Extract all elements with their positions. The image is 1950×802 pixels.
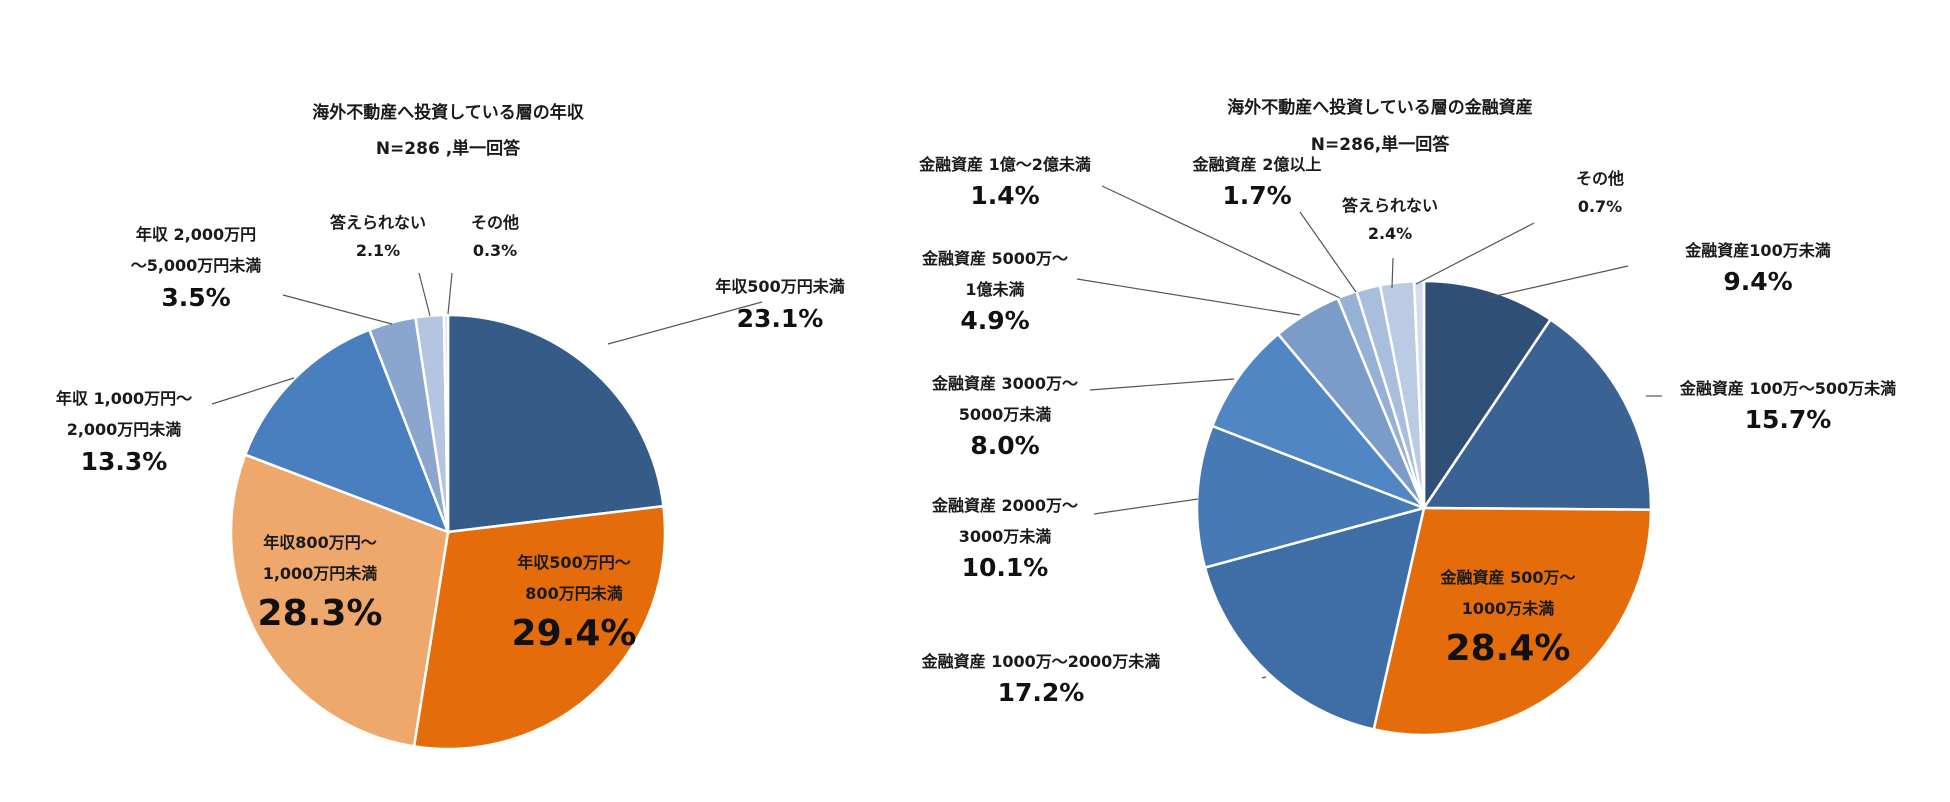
slice-category-label: 金融資産 1億～2億未満 <box>918 155 1091 174</box>
slice-category-label: 2,000万円未満 <box>67 420 182 439</box>
pie-slice <box>1210 332 1425 510</box>
slice-percent-label: 13.3% <box>81 447 168 476</box>
pie-slice <box>412 504 667 751</box>
slice-category-label: 1000万未満 <box>1462 599 1555 618</box>
slice-category-label: ～5,000万円未満 <box>131 256 262 275</box>
pie-slice <box>1422 279 1553 513</box>
chart-title: 海外不動産へ投資している層の金融資産 <box>1227 97 1533 118</box>
leader-line <box>447 272 453 315</box>
pie-slice <box>446 313 665 534</box>
chart-subtitle: N=286 ,単一回答 <box>376 138 521 159</box>
slice-percent-label: 28.3% <box>258 593 383 634</box>
chart-title: 海外不動産へ投資している層の年収 <box>312 102 584 123</box>
pie-slices <box>1195 279 1653 737</box>
slice-category-label: 金融資産 2000万～ <box>931 496 1078 515</box>
slice-percent-label: 15.7% <box>1745 405 1832 434</box>
pie-slice <box>229 453 450 748</box>
slice-percent-label: 1.4% <box>970 181 1039 210</box>
slice-percent-label: 0.3% <box>473 241 517 260</box>
slice-category-label: 答えられない <box>330 213 426 232</box>
pie-slice <box>442 313 450 533</box>
slice-percent-label: 1.7% <box>1222 181 1291 210</box>
slice-percent-label: 10.1% <box>962 553 1049 582</box>
slice-percent-label: 3.5% <box>161 283 230 312</box>
income-pie-chart: 海外不動産へ投資している層の年収 N=286 ,単一回答 年収500万円未満 23… <box>56 102 845 751</box>
slice-category-label: 金融資産 2億以上 <box>1192 155 1322 174</box>
leader-line <box>1101 185 1341 299</box>
slice-category-label: 金融資産 100万～500万未満 <box>1679 379 1896 398</box>
slice-category-label: 1億未満 <box>965 280 1024 299</box>
leader-line <box>1093 498 1199 515</box>
leader-line <box>1486 265 1629 299</box>
leader-line <box>282 294 393 325</box>
leader-line <box>1415 222 1535 285</box>
slice-category-label: 答えられない <box>1342 196 1438 215</box>
slice-category-label: 年収 2,000万円 <box>136 225 256 244</box>
slice-percent-label: 9.4% <box>1723 267 1792 296</box>
leader-line <box>1076 278 1301 316</box>
pie-slices <box>229 313 667 751</box>
pie-labels: 金融資産100万未満 9.4% 金融資産 100万～500万未満 15.7% 金融資産 … <box>918 155 1896 707</box>
slice-category-label: 金融資産 500万～ <box>1440 568 1576 587</box>
slice-category-label: 年収800万円～ <box>263 533 376 552</box>
slice-category-label: 800万円未満 <box>525 584 622 603</box>
slice-category-label: 年収500万円～ <box>517 553 630 572</box>
leader-line <box>211 377 295 405</box>
slice-category-label: 金融資産100万未満 <box>1684 241 1830 260</box>
pie-slice <box>1412 279 1426 509</box>
slice-category-label: 3000万未満 <box>959 527 1052 546</box>
slice-category-label: 金融資産 5000万～ <box>921 249 1068 268</box>
slice-category-label: 年収 1,000万円～ <box>56 389 192 408</box>
financial-assets-pie-chart: 海外不動産へ投資している層の金融資産 N=286,単一回答 金融資産100万未満… <box>918 97 1896 737</box>
slice-percent-label: 8.0% <box>970 431 1039 460</box>
pie-slice <box>1195 424 1428 570</box>
leader-line <box>1089 378 1235 391</box>
slice-percent-label: 28.4% <box>1446 628 1571 669</box>
slice-percent-label: 2.1% <box>356 241 400 260</box>
pie-slice <box>1372 506 1653 737</box>
slice-category-label: 金融資産 1000万～2000万未満 <box>921 652 1161 671</box>
slice-category-label: 1,000万円未満 <box>263 564 378 583</box>
leader-line <box>418 272 431 317</box>
pie-slice <box>243 328 451 535</box>
slice-percent-label: 2.4% <box>1368 224 1412 243</box>
chart-subtitle: N=286,単一回答 <box>1311 134 1450 155</box>
slice-percent-label: 17.2% <box>998 678 1085 707</box>
slice-percent-label: 29.4% <box>512 613 637 654</box>
slice-percent-label: 0.7% <box>1578 197 1622 216</box>
leader-line <box>1261 676 1267 679</box>
slice-category-label: その他 <box>471 213 519 232</box>
leader-line <box>1299 211 1357 293</box>
slice-percent-label: 4.9% <box>960 306 1029 335</box>
slice-category-label: 5000万未満 <box>959 405 1052 424</box>
slice-category-label: 年収500万円未満 <box>715 277 844 296</box>
slice-percent-label: 23.1% <box>737 304 824 333</box>
slice-category-label: 金融資産 3000万～ <box>931 374 1078 393</box>
pie-labels: 年収500万円未満 23.1% 年収500万円～ 800万円未満 29.4% 年収800万… <box>56 213 845 654</box>
pie-slice <box>1203 506 1426 731</box>
pie-slice <box>1421 317 1653 512</box>
leader-line <box>607 301 763 345</box>
leader-line <box>1391 257 1394 289</box>
slice-category-label: その他 <box>1576 169 1624 188</box>
